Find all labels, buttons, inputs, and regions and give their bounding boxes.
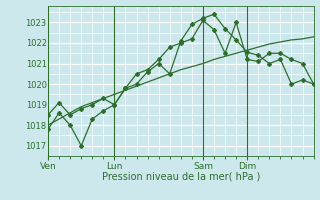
X-axis label: Pression niveau de la mer( hPa ): Pression niveau de la mer( hPa ): [102, 172, 260, 182]
